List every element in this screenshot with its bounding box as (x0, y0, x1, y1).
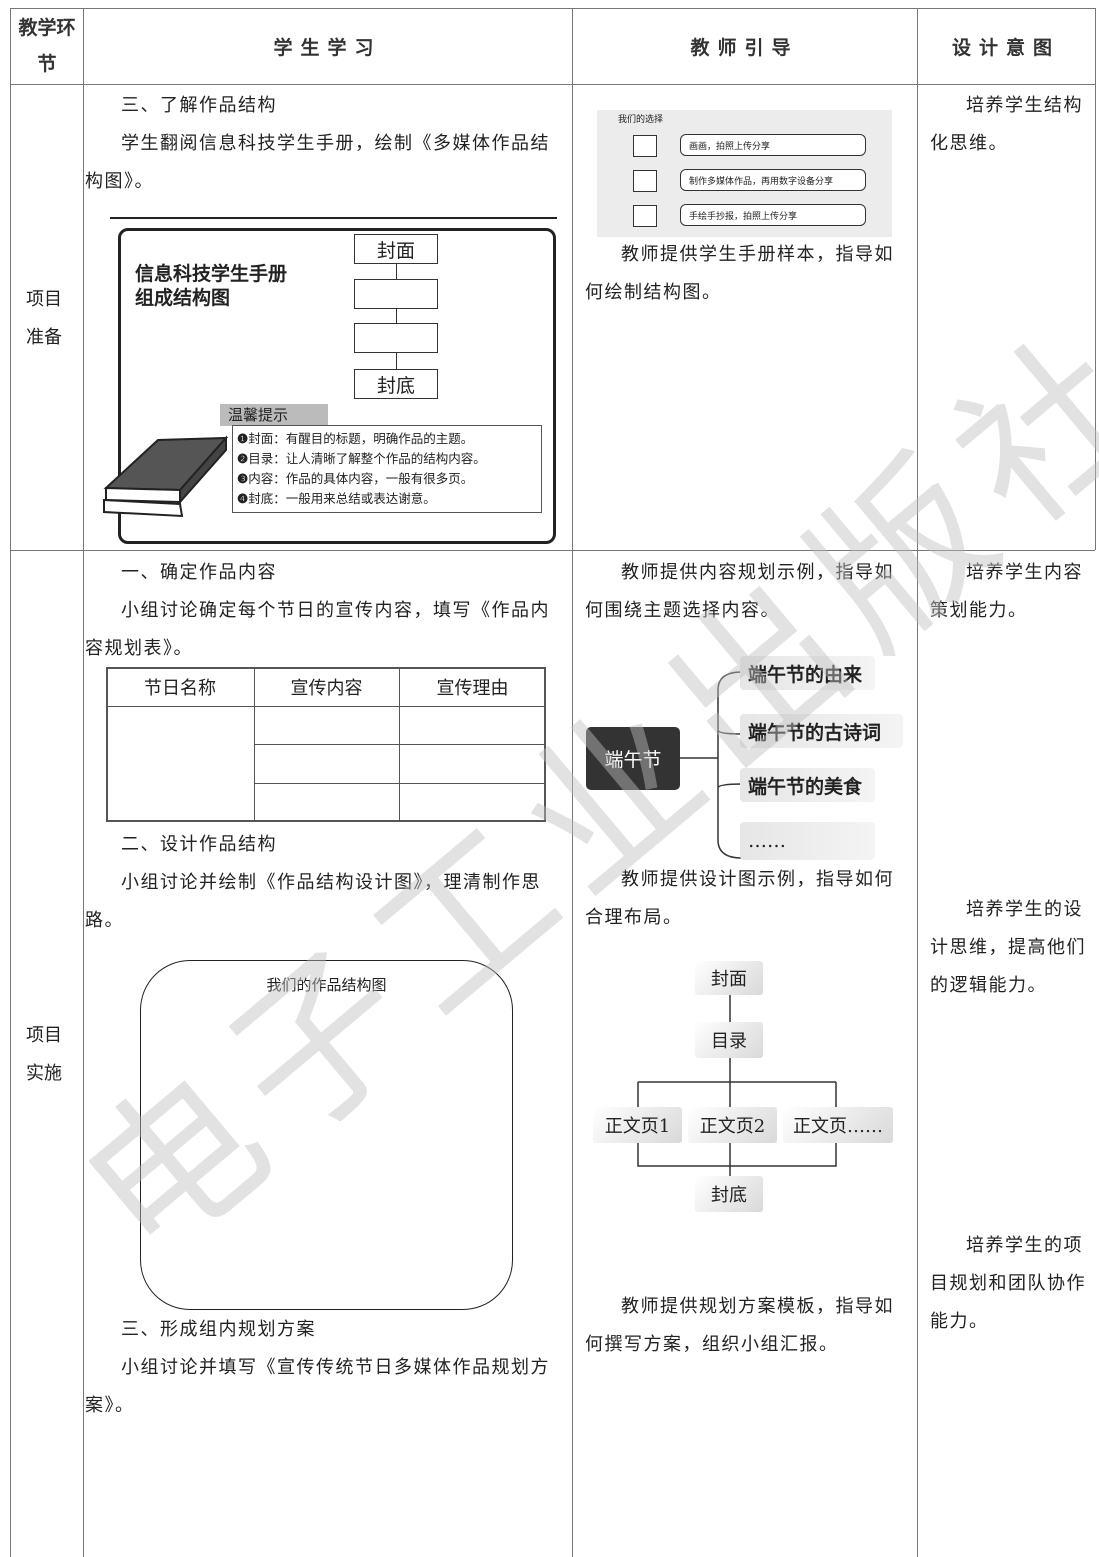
tips-box: ❶封面：有醒目的标题，明确作品的主题。 ❷目录：让人清晰了解整个作品的结构内容。… (232, 425, 542, 513)
connector (396, 262, 397, 370)
frame-title: 我们的作品结构图 (266, 976, 387, 994)
structure-node: 正文页…… (783, 1107, 893, 1143)
paragraph: 教师提供内容规划示例，指导如何围绕主题选择内容。 (585, 562, 894, 621)
col-line (1095, 8, 1096, 550)
option: 制作多媒体作品，再用数字设备分享 (680, 169, 866, 191)
tips-title: 温馨提示 (220, 404, 328, 426)
structure-node: 正文页1 (593, 1107, 682, 1143)
figure-title-line: 信息科技学生手册 (135, 263, 288, 285)
figure-rule (110, 217, 557, 219)
back-box: 封底 (354, 369, 438, 399)
section-heading: 三、了解作品结构 (121, 95, 277, 116)
checkbox (633, 205, 657, 227)
tip-item: ❶封面：有醒目的标题，明确作品的主题。 (237, 431, 474, 446)
structure-lines (637, 995, 837, 1176)
section-heading: 一、确定作品内容 (121, 562, 277, 583)
table-header: 节日名称 (144, 678, 216, 699)
intent-text: 培养学生结构化思维。 (930, 95, 1083, 154)
figure-frame (118, 228, 556, 544)
mindmap-root: 端午节 (586, 727, 680, 790)
checkbox (633, 170, 657, 192)
paragraph: 教师提供学生手册样本，指导如何绘制结构图。 (585, 244, 894, 303)
structure-node: 目录 (695, 1022, 763, 1058)
option: 画画，拍照上传分享 (680, 134, 866, 156)
paragraph: 学生翻阅信息科技学生手册，绘制《多媒体作品结构图》。 (85, 133, 550, 192)
intent-text: 培养学生的项目规划和团队协作能力。 (930, 1235, 1086, 1332)
mindmap-branch: 端午节的古诗词 (740, 714, 903, 748)
col-line (572, 8, 573, 1557)
paragraph: 小组讨论确定每个节日的宣传内容，填写《作品内容规划表》。 (85, 600, 550, 659)
choice-title: 我们的选择 (618, 115, 664, 125)
empty-box (354, 323, 438, 353)
paragraph: 小组讨论并绘制《作品结构设计图》，理清制作思路。 (85, 872, 541, 931)
table-line (254, 744, 546, 745)
row-line (10, 550, 1095, 551)
tip-text: 内容：作品的具体内容，一般有很多页。 (248, 471, 474, 486)
col-line (10, 8, 11, 1557)
header-cell: 学生学习 (273, 36, 382, 59)
table-header: 宣传内容 (290, 678, 363, 699)
figure-title-line: 组成结构图 (135, 287, 231, 309)
intent-text: 培养学生内容策划能力。 (930, 562, 1083, 621)
section-heading: 二、设计作品结构 (121, 834, 277, 855)
table-line (106, 706, 546, 707)
header-cell: 教学环节 (18, 17, 76, 75)
header-cell: 设计意图 (951, 36, 1060, 59)
header-cell: 教师引导 (690, 36, 799, 59)
intent-text: 培养学生的设计思维，提高他们的逻辑能力。 (930, 899, 1086, 996)
mindmap-branch: …… (740, 822, 875, 860)
tip-text: 目录：让人清晰了解整个作品的结构内容。 (248, 451, 486, 466)
mindmap-branch: 端午节的美食 (740, 768, 875, 802)
tip-item: ❸内容：作品的具体内容，一般有很多页。 (237, 471, 474, 486)
figure-title: 信息科技学生手册 组成结构图 (135, 262, 287, 310)
cover-box: 封面 (354, 234, 438, 264)
tip-item: ❹封底：一般用来总结或表达谢意。 (237, 491, 436, 506)
tip-text: 封底：一般用来总结或表达谢意。 (248, 491, 436, 506)
structure-frame (140, 960, 513, 1310)
row-line (10, 84, 1095, 85)
col-line (83, 8, 84, 1557)
paragraph: 教师提供规划方案模板，指导如何撰写方案，组织小组汇报。 (585, 1296, 894, 1355)
table-line (254, 783, 546, 784)
table-border (10, 8, 1095, 9)
col-line (917, 8, 918, 1557)
stage-label: 项目准备 (26, 289, 62, 348)
checkbox (633, 135, 657, 157)
paragraph: 教师提供设计图示例，指导如何合理布局。 (585, 869, 894, 928)
mindmap-lines (680, 671, 743, 859)
tip-item: ❷目录：让人清晰了解整个作品的结构内容。 (237, 451, 486, 466)
empty-box (354, 279, 438, 309)
table-header: 宣传理由 (436, 678, 509, 699)
table-line (254, 667, 255, 822)
mindmap-branch: 端午节的由来 (740, 656, 875, 690)
section-heading: 三、形成组内规划方案 (121, 1319, 316, 1340)
structure-node: 正文页2 (688, 1107, 777, 1143)
option: 手绘手抄报，拍照上传分享 (680, 204, 866, 226)
table-line (399, 667, 400, 822)
structure-node: 封底 (695, 1176, 763, 1212)
book-icon (103, 435, 229, 518)
paragraph: 小组讨论并填写《宣传传统节日多媒体作品规划方案》。 (85, 1357, 550, 1416)
structure-node: 封面 (695, 961, 763, 995)
tip-text: 封面：有醒目的标题，明确作品的主题。 (248, 431, 474, 446)
stage-label: 项目实施 (26, 1025, 62, 1084)
